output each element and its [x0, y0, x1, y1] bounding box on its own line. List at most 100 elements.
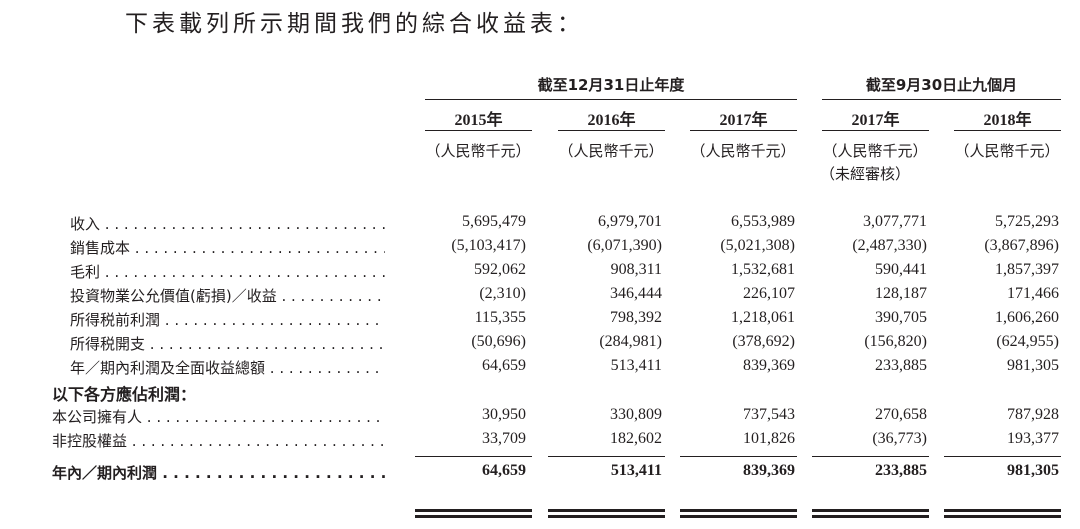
cell-value: 64,659 [482, 357, 526, 374]
subtotal-rule [944, 456, 1061, 457]
cell-value: 787,928 [1007, 406, 1059, 423]
total-double-rule [415, 509, 532, 512]
cell-value: 30,950 [482, 406, 526, 423]
cell-value: (2,310) [479, 285, 526, 302]
cell-value: 513,411 [610, 357, 662, 374]
cell-value: (6,071,390) [587, 237, 662, 254]
column-year: 2018年 [983, 112, 1032, 129]
cell-value: 839,369 [743, 357, 795, 374]
cell-value: (5,103,417) [451, 237, 526, 254]
total-double-rule [680, 515, 797, 518]
section-heading: 以下各方應佔利潤： [52, 385, 197, 404]
cell-value: 798,392 [610, 309, 662, 326]
column-unit: （人民幣千元） [690, 142, 796, 160]
cell-value: (156,820) [864, 333, 927, 350]
cell-value: 233,885 [875, 357, 927, 374]
total-double-rule [548, 509, 665, 512]
column-note: （未經審核） [819, 165, 910, 183]
group-header-annual: 截至12月31日止年度 [537, 76, 685, 94]
row-label: 投資物業公允價值(虧損)／收益 [70, 285, 385, 306]
cell-value: 193,377 [1007, 430, 1059, 447]
cell-value: (378,692) [732, 333, 795, 350]
total-double-rule [812, 509, 929, 512]
cell-value: 101,826 [743, 430, 795, 447]
table-row: 毛利 592,062 908,311 1,532,681 590,441 1,857,39… [0, 261, 1080, 285]
cell-value: 590,441 [875, 261, 927, 278]
cell-value: (36,773) [872, 430, 927, 447]
cell-value: (5,021,308) [720, 237, 795, 254]
cell-value: 5,725,293 [995, 213, 1059, 230]
column-unit: （人民幣千元） [954, 142, 1060, 160]
column-unit: （人民幣千元） [425, 142, 531, 160]
cell-value: 64,659 [482, 462, 526, 479]
cell-value: 330,809 [610, 406, 662, 423]
row-label: 所得税前利潤 [70, 309, 385, 330]
cell-value: 6,979,701 [598, 213, 662, 230]
total-double-rule [944, 515, 1061, 518]
table-row: 所得税開支 (50,696) (284,981) (378,692) (156,820)… [0, 333, 1080, 357]
cell-value: 981,305 [1007, 462, 1059, 479]
total-double-rule [944, 509, 1061, 512]
total-double-rule [680, 509, 797, 512]
row-label: 所得税開支 [70, 333, 385, 354]
cell-value: 1,857,397 [995, 261, 1059, 278]
table-row: 本公司擁有人 30,950 330,809 737,543 270,658 787,928 [0, 406, 1080, 430]
table-row: 投資物業公允價值(虧損)／收益 (2,310) 346,444 226,107 128,… [0, 285, 1080, 309]
table-row: 非控股權益 33,709 182,602 101,826 (36,773) 193,377 [0, 430, 1080, 454]
divider [954, 130, 1061, 131]
row-label: 年內／期內利潤 [52, 462, 385, 483]
cell-value: 233,885 [875, 462, 927, 479]
cell-value: 1,532,681 [731, 261, 795, 278]
column-unit: （人民幣千元） [558, 142, 664, 160]
column-unit: （人民幣千元） [822, 142, 928, 160]
group-header-nine-months: 截至9月30日止九個月 [865, 76, 1018, 94]
column-year: 2017年 [719, 112, 768, 129]
cell-value: 270,658 [875, 406, 927, 423]
cell-value: 6,553,989 [731, 213, 795, 230]
cell-value: (2,487,330) [852, 237, 927, 254]
subtotal-rule [415, 456, 532, 457]
row-label: 銷售成本 [70, 237, 385, 258]
cell-value: 592,062 [474, 261, 526, 278]
table-row: 收入 5,695,479 6,979,701 6,553,989 3,077,771 5,… [0, 213, 1080, 237]
divider [822, 99, 1061, 100]
total-double-rule [812, 515, 929, 518]
subtotal-rule [812, 456, 929, 457]
cell-value: (624,955) [996, 333, 1059, 350]
table-row: 年內／期內利潤 64,659 513,411 839,369 233,885 981,30… [0, 462, 1080, 486]
column-year: 2017年 [851, 112, 900, 129]
cell-value: 226,107 [743, 285, 795, 302]
cell-value: 115,355 [474, 309, 526, 326]
row-label: 本公司擁有人 [52, 406, 385, 427]
row-label: 收入 [70, 213, 385, 234]
divider [425, 99, 797, 100]
column-year: 2016年 [587, 112, 636, 129]
cell-value: (284,981) [599, 333, 662, 350]
table-row: 所得税前利潤 115,355 798,392 1,218,061 390,705 1,60… [0, 309, 1080, 333]
row-label: 毛利 [70, 261, 385, 282]
cell-value: 737,543 [743, 406, 795, 423]
table-row: 年／期內利潤及全面收益總額 64,659 513,411 839,369 233,885… [0, 357, 1080, 381]
cell-value: 128,187 [875, 285, 927, 302]
cell-value: 908,311 [610, 261, 662, 278]
cell-value: 390,705 [875, 309, 927, 326]
page-title: 下表載列所示期間我們的綜合收益表： [125, 11, 584, 37]
divider [425, 130, 532, 131]
cell-value: 5,695,479 [462, 213, 526, 230]
cell-value: (50,696) [471, 333, 526, 350]
cell-value: 1,606,260 [995, 309, 1059, 326]
divider [822, 130, 929, 131]
cell-value: 981,305 [1007, 357, 1059, 374]
cell-value: 1,218,061 [731, 309, 795, 326]
cell-value: 839,369 [743, 462, 795, 479]
cell-value: 513,411 [610, 462, 662, 479]
row-label: 年／期內利潤及全面收益總額 [70, 357, 385, 378]
total-double-rule [415, 515, 532, 518]
cell-value: 346,444 [610, 285, 662, 302]
subtotal-rule [680, 456, 797, 457]
column-year: 2015年 [454, 112, 503, 129]
cell-value: 171,466 [1007, 285, 1059, 302]
cell-value: 33,709 [482, 430, 526, 447]
cell-value: (3,867,896) [984, 237, 1059, 254]
divider [690, 130, 797, 131]
